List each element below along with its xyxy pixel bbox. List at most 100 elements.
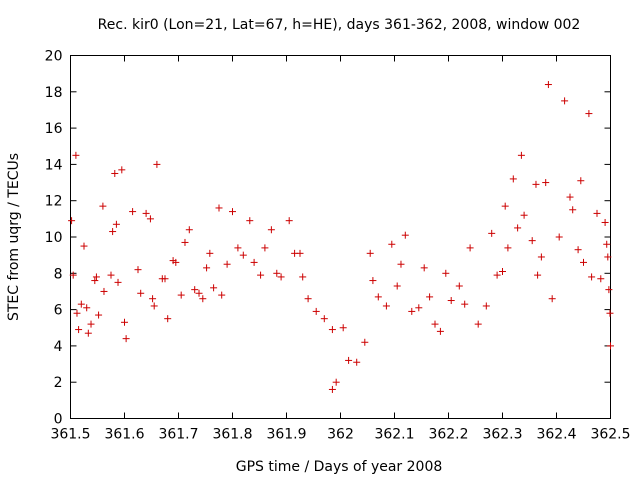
data-point — [109, 228, 117, 236]
data-point — [577, 177, 585, 185]
data-point — [91, 277, 99, 285]
x-axis-label: GPS time / Days of year 2008 — [236, 459, 443, 475]
data-point — [548, 295, 556, 303]
data-point — [544, 81, 552, 89]
data-point — [607, 342, 614, 350]
data-point — [107, 271, 115, 279]
data-point — [466, 244, 474, 252]
y-tick-label: 16 — [45, 121, 63, 137]
data-point — [361, 338, 369, 346]
y-tick-label: 4 — [54, 339, 63, 355]
data-point — [393, 282, 401, 290]
data-point — [353, 358, 361, 366]
y-tick-label: 6 — [54, 303, 63, 319]
data-point — [142, 209, 150, 217]
data-point — [80, 242, 88, 250]
y-axis-label: STEC from uqrg / TECUs — [6, 153, 22, 321]
data-point — [112, 220, 120, 228]
data-point — [374, 293, 382, 301]
data-point — [72, 151, 80, 159]
data-point — [566, 193, 574, 201]
data-point — [87, 320, 95, 328]
x-tick-label: 362 — [327, 427, 354, 443]
data-point — [606, 309, 614, 317]
data-point — [69, 271, 77, 279]
data-point — [299, 273, 307, 281]
data-point — [246, 217, 254, 225]
data-point — [474, 320, 482, 328]
data-point — [509, 175, 517, 183]
x-tick-label: 362.1 — [374, 427, 414, 443]
data-point — [369, 277, 377, 285]
data-point — [580, 258, 587, 266]
x-tick-label: 361.5 — [50, 427, 90, 443]
data-point — [588, 273, 596, 281]
x-tick-label: 362.3 — [482, 427, 522, 443]
y-tick-label: 8 — [54, 266, 63, 282]
data-point — [574, 246, 582, 254]
data-point — [605, 286, 613, 294]
data-point — [277, 273, 285, 281]
y-tick-label: 2 — [54, 375, 63, 391]
data-point — [118, 166, 126, 174]
data-point — [172, 258, 180, 266]
data-point — [137, 289, 145, 297]
data-point — [203, 264, 211, 272]
data-point — [99, 202, 107, 210]
data-point — [328, 385, 336, 393]
data-point — [542, 179, 550, 187]
data-points — [68, 81, 614, 393]
data-point — [426, 293, 434, 301]
data-point — [296, 249, 304, 257]
data-point — [199, 295, 207, 303]
data-point — [84, 329, 92, 337]
data-point — [493, 271, 501, 279]
data-point — [150, 302, 158, 310]
data-point — [121, 318, 128, 326]
data-point — [122, 335, 130, 343]
data-point — [146, 215, 154, 223]
data-point — [191, 286, 199, 294]
data-point — [447, 297, 455, 305]
data-point — [195, 289, 203, 297]
y-tick-label: 12 — [45, 194, 63, 210]
data-point — [520, 211, 528, 219]
data-point — [601, 218, 609, 226]
data-point — [442, 269, 450, 277]
data-point — [332, 378, 340, 386]
data-point — [401, 231, 409, 239]
data-point — [328, 326, 336, 334]
data-point — [436, 327, 444, 335]
data-point — [111, 169, 119, 177]
data-point — [388, 240, 396, 248]
data-point — [149, 295, 157, 303]
data-point — [461, 300, 469, 308]
data-point — [114, 278, 122, 286]
data-point — [408, 307, 416, 315]
y-tick-label: 10 — [45, 230, 63, 246]
x-tick-label: 362.5 — [590, 427, 630, 443]
data-point — [366, 249, 374, 257]
data-point — [239, 251, 247, 259]
x-tick-label: 361.8 — [212, 427, 252, 443]
data-point — [234, 244, 242, 252]
chart-title: Rec. kir0 (Lon=21, Lat=67, h=HE), days 3… — [98, 17, 581, 33]
data-point — [95, 311, 103, 319]
data-point — [431, 320, 439, 328]
data-point — [604, 253, 612, 261]
data-point — [534, 271, 542, 279]
data-point — [210, 284, 218, 292]
data-point — [345, 356, 353, 364]
data-point — [92, 273, 100, 281]
data-point — [320, 315, 328, 323]
x-tick-label: 361.9 — [266, 427, 306, 443]
x-tick-label: 361.6 — [104, 427, 144, 443]
data-point — [185, 226, 193, 234]
data-point — [215, 204, 223, 212]
data-point — [267, 226, 275, 234]
data-point — [585, 110, 593, 118]
x-tick-label: 362.4 — [536, 427, 576, 443]
data-point — [75, 326, 83, 334]
data-point — [555, 233, 563, 241]
